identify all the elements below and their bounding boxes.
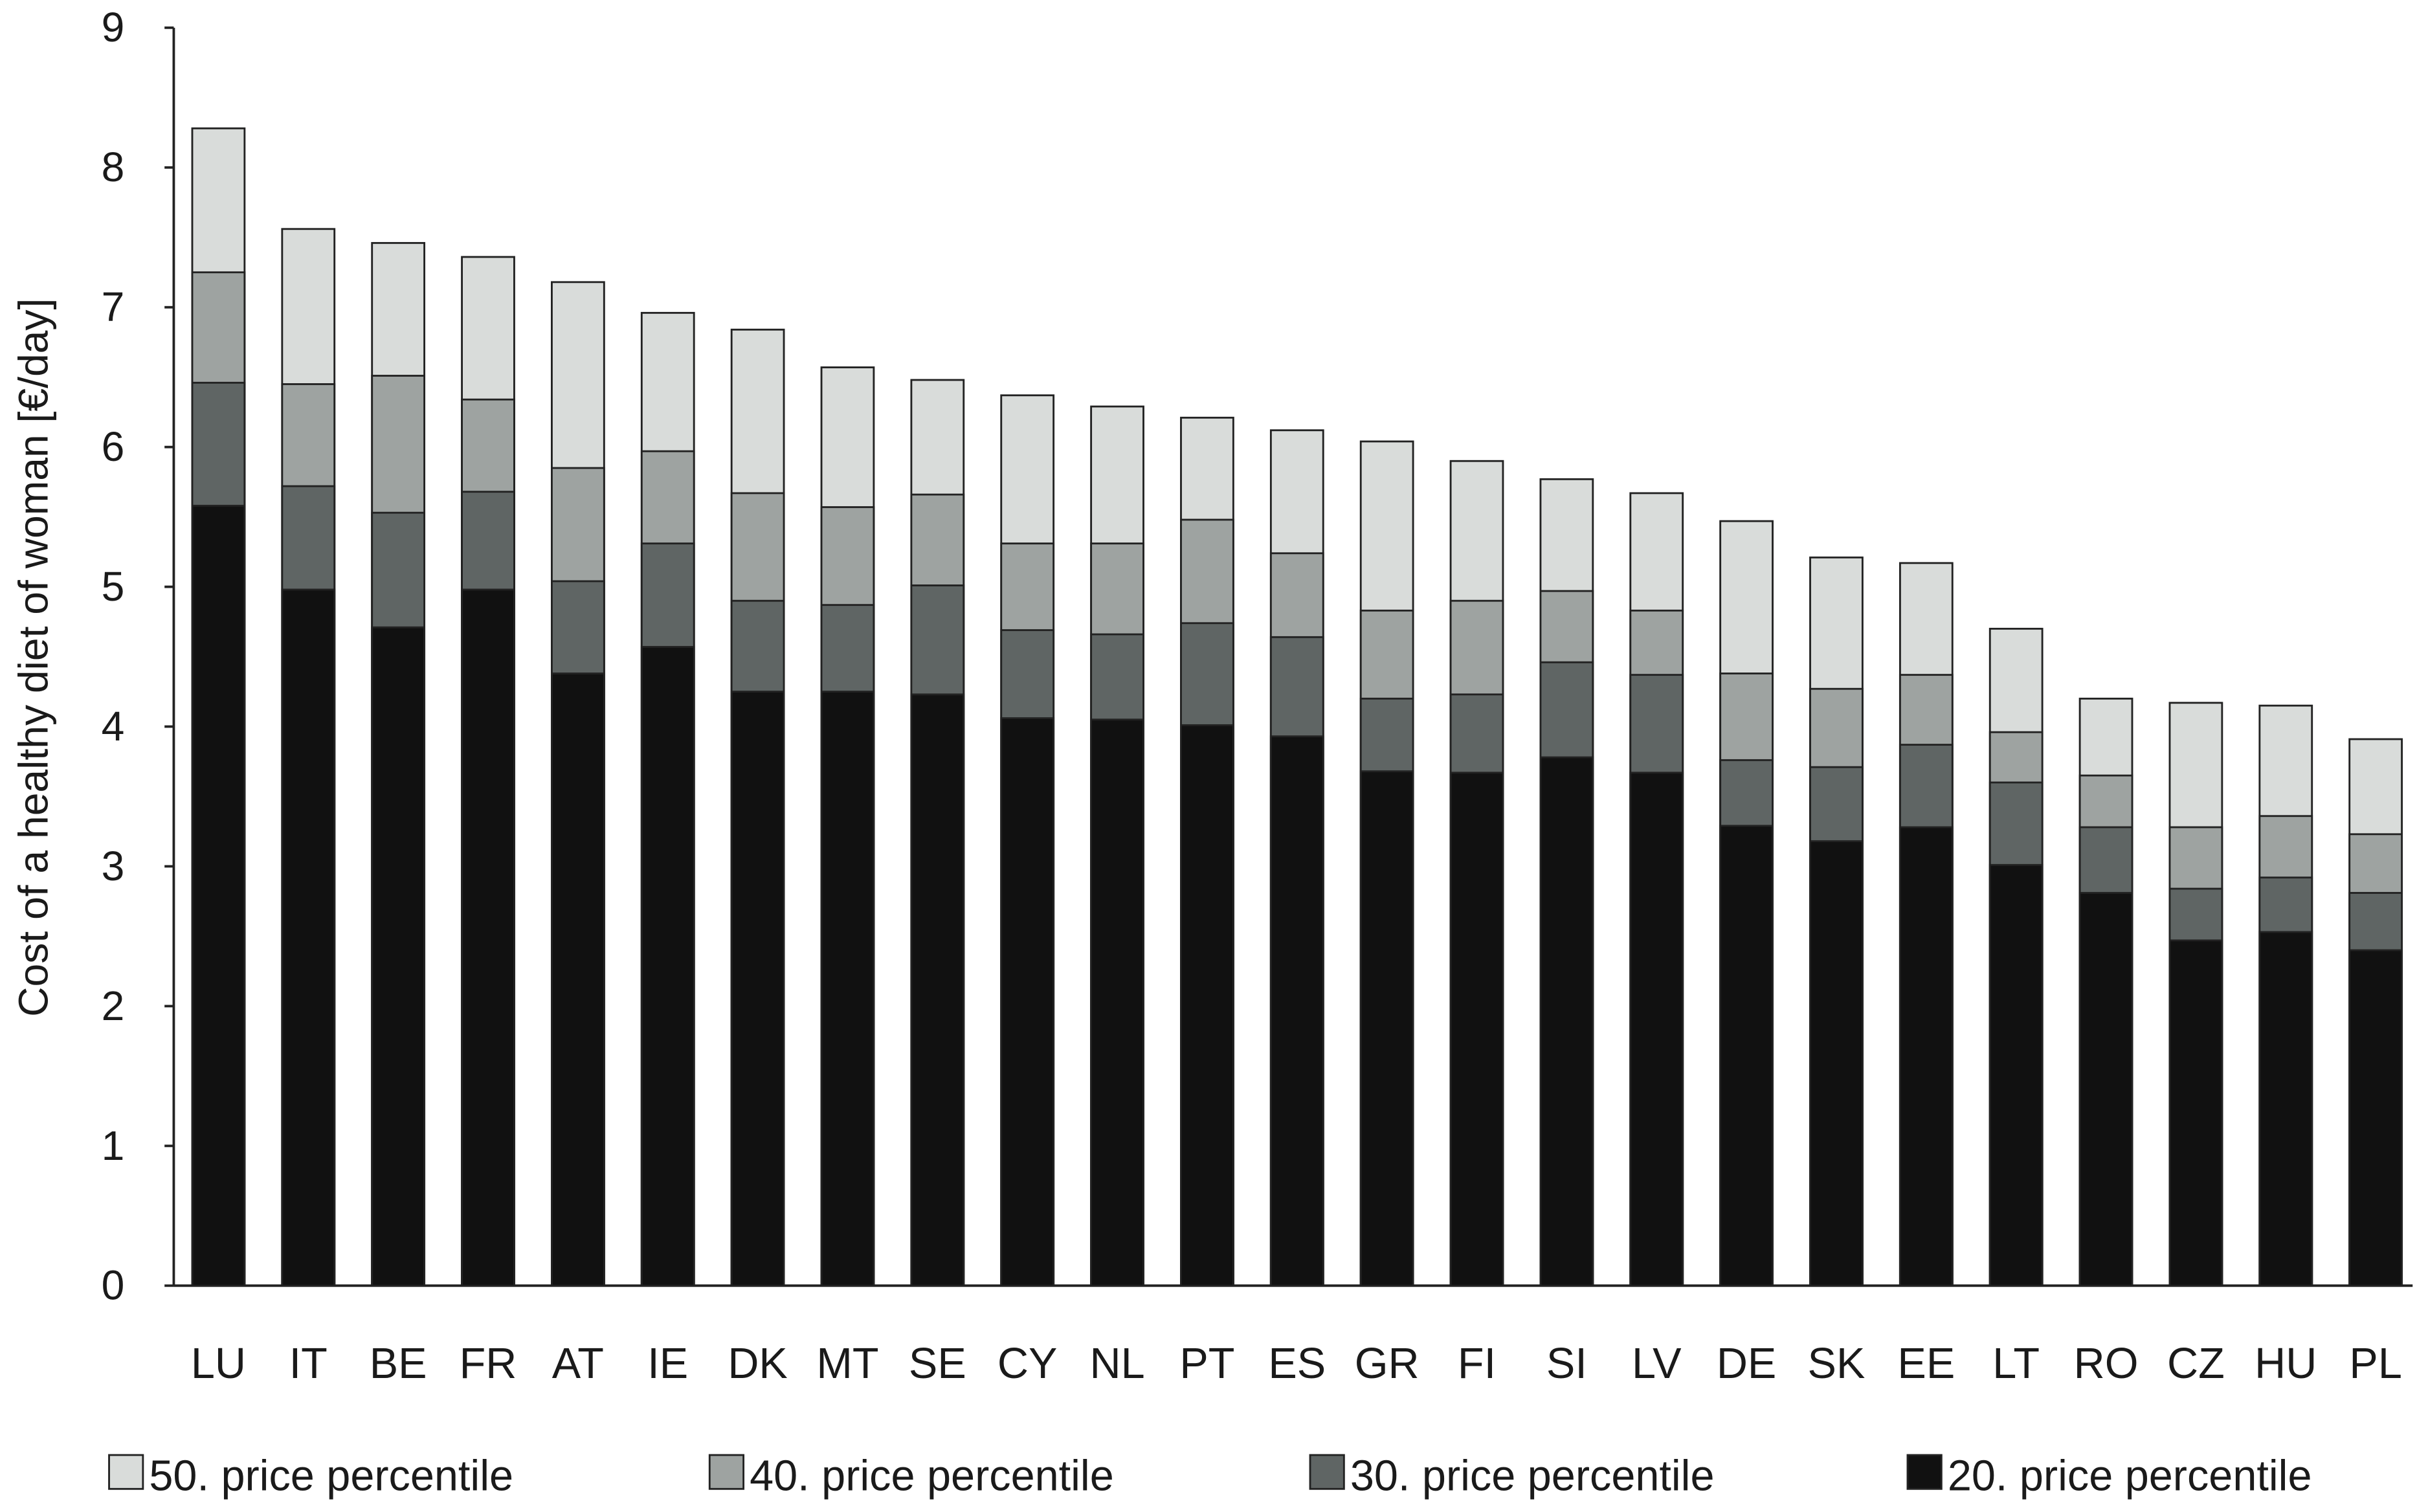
bar-GR-20-percentile xyxy=(1359,770,1414,1287)
y-tick-label: 7 xyxy=(102,284,125,330)
x-tick-label: IT xyxy=(289,1340,328,1388)
bar-RO-20-percentile xyxy=(2078,892,2133,1287)
x-tick-label: HU xyxy=(2255,1340,2317,1388)
bar-BE-20-percentile xyxy=(371,626,426,1287)
x-tick-label: BE xyxy=(370,1340,427,1388)
x-tick-label: GR xyxy=(1355,1340,1420,1388)
x-tick-label: CY xyxy=(997,1340,1058,1388)
x-axis: LU IT BE FR AT IE DK MT SE CY NL PT ES GR FI SI LV DE SK EE… xyxy=(191,1340,2402,1388)
x-tick-label: DE xyxy=(1717,1340,1777,1388)
y-tick-label: 1 xyxy=(102,1122,125,1169)
legend-swatch xyxy=(1309,1454,1345,1490)
bar-HU-20-percentile xyxy=(2258,931,2313,1287)
bar-EE-20-percentile xyxy=(1899,826,1954,1287)
bar-DK-20-percentile xyxy=(730,691,785,1287)
y-tick-label: 4 xyxy=(102,703,125,750)
x-tick-label: AT xyxy=(552,1340,604,1388)
legend-label: 50. price percentile xyxy=(149,1452,513,1500)
y-axis: 0 1 2 3 4 5 6 7 8 9 xyxy=(102,4,2413,1309)
x-tick-label: FI xyxy=(1458,1340,1496,1388)
x-tick-label: DK xyxy=(728,1340,788,1388)
bar-SE-20-percentile xyxy=(910,693,965,1287)
x-tick-label: NL xyxy=(1089,1340,1144,1388)
x-tick-label: FR xyxy=(460,1340,517,1388)
bar-MT-20-percentile xyxy=(820,691,875,1287)
y-tick-label: 5 xyxy=(102,563,125,610)
x-tick-label: LT xyxy=(1992,1340,2040,1388)
x-tick-label: LU xyxy=(191,1340,246,1388)
x-tick-label: SK xyxy=(1808,1340,1866,1388)
bar-NL-20-percentile xyxy=(1090,718,1144,1287)
legend-swatch xyxy=(108,1454,144,1490)
x-tick-label: SI xyxy=(1546,1340,1587,1388)
bar-FR-20-percentile xyxy=(461,588,515,1287)
bar-AT-20-percentile xyxy=(551,673,605,1287)
y-tick-label: 6 xyxy=(102,423,125,470)
bar-DE-20-percentile xyxy=(1719,825,1774,1287)
x-tick-label: CZ xyxy=(2167,1340,2225,1388)
legend-swatch xyxy=(1906,1454,1943,1490)
bar-PT-20-percentile xyxy=(1180,724,1234,1287)
x-tick-label: ES xyxy=(1268,1340,1326,1388)
legend-label: 30. price percentile xyxy=(1350,1452,1715,1500)
y-tick-label: 8 xyxy=(102,144,125,190)
bar-CY-20-percentile xyxy=(1000,717,1055,1287)
y-tick-label: 9 xyxy=(102,4,125,50)
bar-CZ-20-percentile xyxy=(2168,939,2223,1287)
x-tick-label: MT xyxy=(816,1340,878,1388)
bar-FI-20-percentile xyxy=(1449,772,1504,1287)
x-tick-label: LV xyxy=(1632,1340,1682,1388)
x-tick-label: PL xyxy=(2349,1340,2401,1388)
legend-label: 40. price percentile xyxy=(750,1452,1114,1500)
y-tick-label: 2 xyxy=(102,983,125,1029)
x-tick-label: SE xyxy=(909,1340,966,1388)
bars xyxy=(191,127,2403,1287)
y-tick-label: 0 xyxy=(102,1262,125,1309)
y-axis-label: Cost of a healthy diet of woman [€/day] xyxy=(10,298,56,1017)
bar-LU-20-percentile xyxy=(191,504,246,1287)
bar-LV-20-percentile xyxy=(1629,772,1684,1287)
bar-IT-20-percentile xyxy=(281,588,336,1287)
legend-swatch xyxy=(708,1454,745,1490)
legend: 50. price percentile 40. price percentile… xyxy=(108,1452,2312,1500)
bar-SK-20-percentile xyxy=(1809,840,1864,1287)
legend-label: 20. price percentile xyxy=(1948,1452,2312,1500)
bar-IE-20-percentile xyxy=(640,646,695,1287)
x-tick-label: PT xyxy=(1179,1340,1234,1388)
bar-ES-20-percentile xyxy=(1269,735,1324,1287)
bar-LT-20-percentile xyxy=(1988,863,2044,1287)
bar-SI-20-percentile xyxy=(1539,756,1594,1287)
bar-PL-20-percentile xyxy=(2348,949,2403,1287)
x-tick-label: EE xyxy=(1897,1340,1955,1388)
y-tick-label: 3 xyxy=(102,843,125,889)
x-tick-label: IE xyxy=(647,1340,688,1388)
x-tick-label: RO xyxy=(2074,1340,2139,1388)
